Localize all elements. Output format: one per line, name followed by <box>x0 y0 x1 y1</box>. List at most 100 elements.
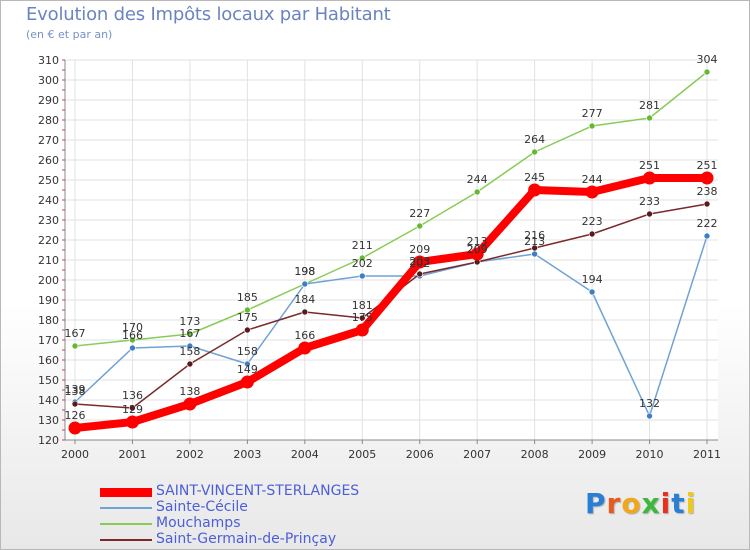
data-point <box>528 183 542 197</box>
x-tick-label: 2009 <box>578 448 606 461</box>
data-label: 211 <box>352 239 373 252</box>
data-label: 136 <box>122 389 143 402</box>
chart-title: Evolution des Impôts locaux par Habitant <box>26 4 391 25</box>
x-tick-label: 2003 <box>233 448 261 461</box>
legend-label: Sainte-Cécile <box>156 499 248 515</box>
y-tick-label: 190 <box>38 294 59 307</box>
series-line-saint-vincent-sterlanges <box>71 174 711 432</box>
y-tick-label: 290 <box>38 94 59 107</box>
plot-area <box>65 60 718 440</box>
y-tick-label: 210 <box>38 254 59 267</box>
y-tick-label: 180 <box>38 314 59 327</box>
y-tick-label: 120 <box>38 434 59 447</box>
data-point <box>125 415 139 429</box>
y-tick-label: 230 <box>38 214 59 227</box>
data-point <box>68 421 82 435</box>
data-label: 202 <box>352 257 373 270</box>
data-point <box>703 68 711 76</box>
data-label: 175 <box>352 311 373 324</box>
data-point <box>531 244 538 252</box>
data-label: 173 <box>179 315 200 328</box>
data-label: 213 <box>524 235 545 248</box>
data-label: 167 <box>65 327 86 340</box>
data-label: 264 <box>524 133 545 146</box>
y-tick-label: 300 <box>38 74 59 87</box>
data-label: 175 <box>237 311 258 324</box>
data-point <box>470 247 484 261</box>
data-label: 222 <box>697 217 718 230</box>
data-point <box>244 326 251 334</box>
legend-swatch <box>100 523 152 525</box>
data-label: 158 <box>237 345 258 358</box>
data-label: 209 <box>467 243 488 256</box>
data-point <box>413 255 427 269</box>
data-point <box>531 148 538 156</box>
data-point <box>585 185 599 199</box>
data-point <box>186 360 194 368</box>
chart-legend: SAINT-VINCENT-STERLANGES Sainte-Cécile M… <box>100 483 430 548</box>
data-label: 184 <box>294 293 315 306</box>
data-point <box>358 254 366 262</box>
y-tick-label: 310 <box>38 54 59 67</box>
x-tick-label: 2005 <box>348 448 376 461</box>
data-label: 198 <box>294 265 315 278</box>
data-label: 227 <box>409 207 430 220</box>
data-label: 202 <box>409 257 430 270</box>
data-label: 251 <box>639 159 660 172</box>
data-point <box>703 232 711 240</box>
y-tick-label: 270 <box>38 134 59 147</box>
data-point <box>240 375 254 389</box>
data-label: 167 <box>179 327 200 340</box>
legend-swatch <box>100 507 152 509</box>
data-point <box>129 404 136 412</box>
data-point <box>588 288 596 296</box>
data-label: 138 <box>65 385 86 398</box>
data-label: 149 <box>237 363 258 376</box>
data-label: 181 <box>352 299 373 312</box>
data-point <box>358 314 366 322</box>
legend-label: SAINT-VINCENT-STERLANGES <box>156 483 360 499</box>
legend-label: Mouchamps <box>156 515 241 531</box>
data-label: 132 <box>639 397 660 410</box>
legend-item-saint-vincent-sterlanges: SAINT-VINCENT-STERLANGES <box>100 483 430 500</box>
data-label: 244 <box>582 173 603 186</box>
data-point <box>358 272 366 280</box>
data-label: 216 <box>524 229 545 242</box>
data-label: 238 <box>697 185 718 198</box>
data-label: 185 <box>237 291 258 304</box>
x-tick-label: 2008 <box>521 448 549 461</box>
legend-label: Saint-Germain-de-Prinçay <box>156 531 337 547</box>
data-point <box>646 412 653 420</box>
data-point <box>416 270 424 278</box>
data-point <box>71 342 79 350</box>
data-point <box>531 250 538 258</box>
data-label: 245 <box>524 171 545 184</box>
data-point <box>588 230 596 238</box>
data-point <box>129 344 136 352</box>
x-tick-label: 2006 <box>406 448 434 461</box>
data-label: 223 <box>582 215 603 228</box>
series-line-mouchamps <box>74 71 708 347</box>
data-label: 129 <box>122 403 143 416</box>
data-point <box>71 400 79 408</box>
y-tick-label: 220 <box>38 234 59 247</box>
data-label: 213 <box>467 235 488 248</box>
x-tick-label: 2004 <box>291 448 319 461</box>
data-label: 233 <box>639 195 660 208</box>
data-label: 138 <box>179 385 200 398</box>
logo-letter: r <box>606 487 622 520</box>
data-label: 166 <box>294 329 315 342</box>
data-label: 203 <box>409 255 430 268</box>
data-point <box>298 341 312 355</box>
legend-item-sainte-cecile: Sainte-Cécile <box>100 499 430 516</box>
y-tick-label: 260 <box>38 154 59 167</box>
data-point <box>703 200 711 208</box>
data-point <box>643 171 657 185</box>
data-point <box>646 210 653 218</box>
x-tick-label: 2011 <box>693 448 721 461</box>
y-tick-label: 250 <box>38 174 59 187</box>
logo-letter: x <box>641 487 661 520</box>
y-tick-label: 140 <box>38 394 59 407</box>
data-point <box>700 171 714 185</box>
